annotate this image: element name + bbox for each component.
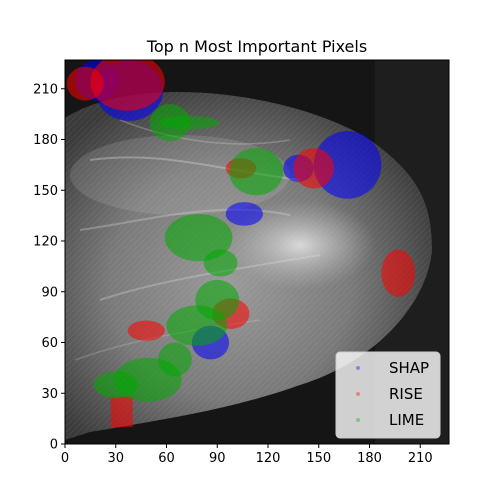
legend-box <box>335 351 441 439</box>
legend-marker-lime <box>356 418 360 422</box>
y-tick-label: 0 <box>50 438 58 453</box>
lime-region <box>158 342 192 377</box>
chart-title: Top n Most Important Pixels <box>146 37 367 56</box>
x-axis: 0 30 60 90 120 150 180 210 <box>61 444 433 466</box>
x-tick-label: 150 <box>306 451 331 466</box>
lime-region <box>93 371 138 399</box>
plot-frame <box>64 59 450 445</box>
y-tick-label: 210 <box>33 82 58 97</box>
y-axis: 0 30 60 90 120 150 180 210 <box>33 82 65 453</box>
importance-regions <box>66 60 416 428</box>
lime-region <box>203 249 238 277</box>
lime-region <box>158 115 219 130</box>
shap-region <box>225 202 263 226</box>
series-rise <box>66 60 416 428</box>
lime-region <box>164 213 233 262</box>
legend-marker-rise <box>356 392 360 396</box>
x-tick-label: 90 <box>209 451 226 466</box>
x-tick-label: 60 <box>158 451 175 466</box>
x-tick-label: 180 <box>357 451 382 466</box>
x-tick-label: 210 <box>408 451 433 466</box>
rise-region <box>293 147 334 189</box>
rise-region <box>90 60 165 111</box>
legend-marker-shap <box>356 366 360 370</box>
legend-label-shap: SHAP <box>389 359 429 377</box>
legend: SHAP RISE LIME <box>335 351 441 439</box>
y-tick-label: 120 <box>33 235 58 250</box>
x-tick-label: 120 <box>256 451 281 466</box>
lime-region <box>166 305 228 346</box>
y-tick-label: 30 <box>41 387 58 402</box>
y-tick-label: 90 <box>41 285 58 300</box>
rise-region <box>110 396 133 428</box>
shap-region <box>313 131 382 199</box>
rise-region <box>381 249 416 297</box>
lime-region <box>229 147 284 196</box>
series-lime <box>93 103 284 402</box>
x-tick-label: 30 <box>107 451 124 466</box>
y-tick-label: 150 <box>33 184 58 199</box>
y-tick-label: 60 <box>41 336 58 351</box>
legend-label-rise: RISE <box>389 385 423 403</box>
y-tick-label: 180 <box>33 133 58 148</box>
legend-label-lime: LIME <box>389 411 424 429</box>
x-tick-label: 0 <box>61 451 69 466</box>
rise-region <box>127 320 165 341</box>
